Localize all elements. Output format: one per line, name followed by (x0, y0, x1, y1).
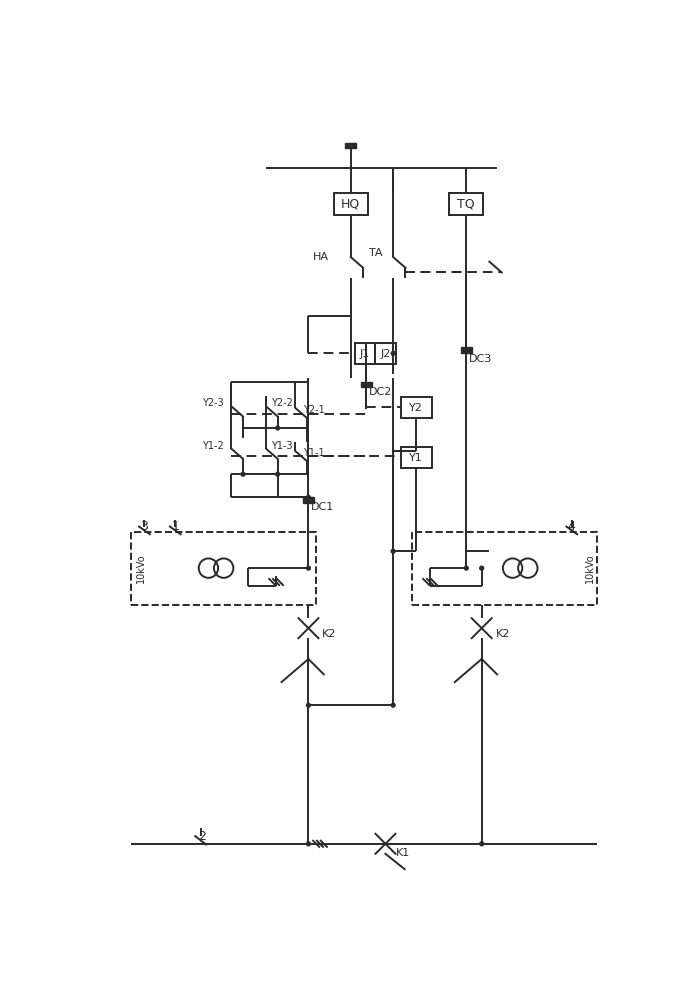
Circle shape (480, 566, 484, 570)
Bar (401, 397, 431, 418)
Circle shape (391, 351, 395, 355)
Bar (361, 382, 371, 387)
Bar (303, 497, 314, 503)
Bar (334, 193, 368, 215)
Circle shape (306, 842, 311, 846)
Text: DC1: DC1 (311, 502, 334, 512)
Bar (401, 447, 431, 468)
Text: DC2: DC2 (369, 387, 392, 397)
Bar (413, 532, 597, 605)
Circle shape (276, 426, 280, 430)
Text: 3: 3 (140, 520, 149, 533)
Text: 2: 2 (198, 830, 206, 843)
Text: K2: K2 (496, 629, 510, 639)
Bar (376, 343, 396, 364)
Text: Y2: Y2 (409, 403, 423, 413)
Text: TA: TA (369, 248, 383, 258)
Circle shape (306, 566, 311, 570)
Text: J2: J2 (380, 349, 391, 359)
Text: J1: J1 (360, 349, 370, 359)
Text: 1: 1 (171, 520, 179, 533)
Circle shape (241, 472, 245, 476)
Text: 4: 4 (568, 520, 576, 533)
Circle shape (464, 566, 468, 570)
Text: Y2-2: Y2-2 (272, 398, 293, 408)
Circle shape (306, 495, 311, 499)
Text: HQ: HQ (341, 197, 360, 210)
Circle shape (391, 549, 395, 553)
Text: Y1-3: Y1-3 (272, 441, 293, 451)
Circle shape (480, 842, 484, 846)
Text: Y1-2: Y1-2 (202, 441, 224, 451)
Text: Y1-1: Y1-1 (303, 448, 325, 458)
Text: TQ: TQ (457, 197, 475, 210)
Text: Y2-1: Y2-1 (303, 405, 325, 415)
Bar (355, 343, 376, 364)
Circle shape (391, 703, 395, 707)
Text: Y1: Y1 (409, 453, 423, 463)
Text: 10kVo: 10kVo (136, 553, 147, 583)
Text: K2: K2 (322, 629, 336, 639)
Bar (346, 143, 356, 148)
Circle shape (276, 472, 280, 476)
Bar (450, 193, 483, 215)
Text: K1: K1 (396, 848, 410, 858)
Text: Y2-3: Y2-3 (202, 398, 224, 408)
Text: DC3: DC3 (468, 354, 492, 364)
Bar (131, 532, 316, 605)
Text: 10kVo: 10kVo (584, 553, 595, 583)
Text: HA: HA (313, 252, 329, 262)
Bar (461, 347, 472, 353)
Circle shape (306, 703, 311, 707)
